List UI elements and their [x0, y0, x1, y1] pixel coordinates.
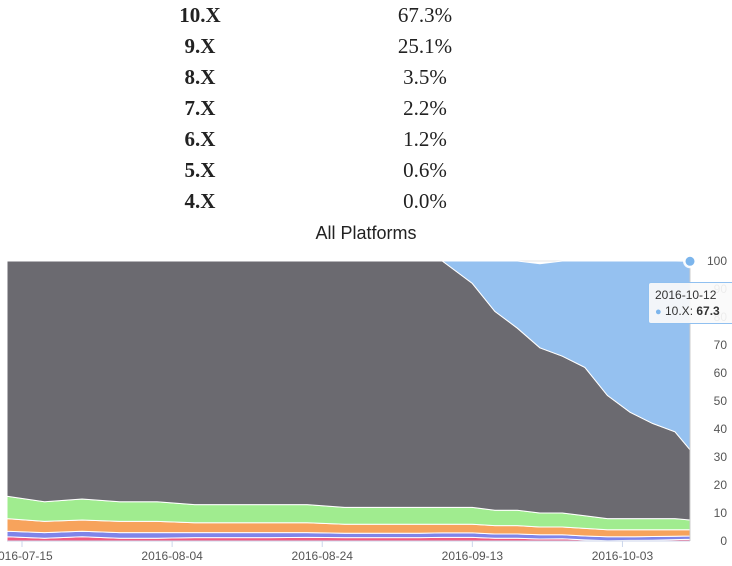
y-tick-label: 20	[714, 478, 728, 492]
share-value: 3.5%	[403, 65, 447, 89]
tooltip-date: 2016-10-12	[655, 288, 717, 302]
table-row: 5.X 0.6%	[0, 155, 732, 186]
x-tick-label: 2016-09-13	[442, 549, 504, 563]
table-row: 7.X 2.2%	[0, 93, 732, 124]
table-row: 10.X 67.3%	[0, 0, 732, 31]
share-value: 25.1%	[397, 34, 453, 58]
version-label: 4.X	[184, 189, 216, 213]
tooltip-value: 67.3	[696, 304, 720, 318]
share-value: 0.0%	[403, 189, 447, 213]
version-label: 6.X	[184, 127, 216, 151]
share-value: 0.6%	[403, 158, 447, 182]
share-value: 2.2%	[403, 96, 447, 120]
y-tick-label: 10	[714, 506, 728, 520]
version-label: 9.X	[184, 34, 216, 58]
version-label: 8.X	[184, 65, 216, 89]
y-tick-label: 70	[714, 338, 728, 352]
version-label: 7.X	[184, 96, 216, 120]
y-tick-label: 100	[707, 254, 727, 268]
table-row: 8.X 3.5%	[0, 62, 732, 93]
tooltip-series-dot-icon: ●	[655, 306, 662, 318]
version-label: 10.X	[179, 3, 221, 27]
chart-title: All Platforms	[315, 223, 417, 243]
y-tick-label: 30	[714, 450, 728, 464]
y-tick-label: 0	[720, 534, 727, 548]
share-value: 67.3%	[397, 3, 453, 27]
version-label: 5.X	[184, 158, 216, 182]
share-value: 1.2%	[403, 127, 447, 151]
stacked-area-chart: 01020304050607080901002016-07-152016-08-…	[0, 254, 728, 563]
table-row: 6.X 1.2%	[0, 124, 732, 155]
x-tick-label: 2016-08-04	[141, 549, 203, 563]
x-tick-label: 2016-10-03	[592, 549, 654, 563]
table-row: 9.X 25.1%	[0, 31, 732, 62]
x-tick-label: 2016-08-24	[292, 549, 354, 563]
x-tick-label: 2016-07-15	[0, 549, 53, 563]
y-tick-label: 40	[714, 422, 728, 436]
table-row: 4.X 0.0%	[0, 186, 732, 217]
y-tick-label: 60	[714, 366, 728, 380]
y-tick-label: 50	[714, 394, 728, 408]
tooltip-series-name: 10.X	[665, 304, 690, 318]
hover-point-marker	[684, 255, 696, 267]
chart-tooltip: 2016-10-12 ● 10.X: 67.3	[648, 282, 732, 324]
